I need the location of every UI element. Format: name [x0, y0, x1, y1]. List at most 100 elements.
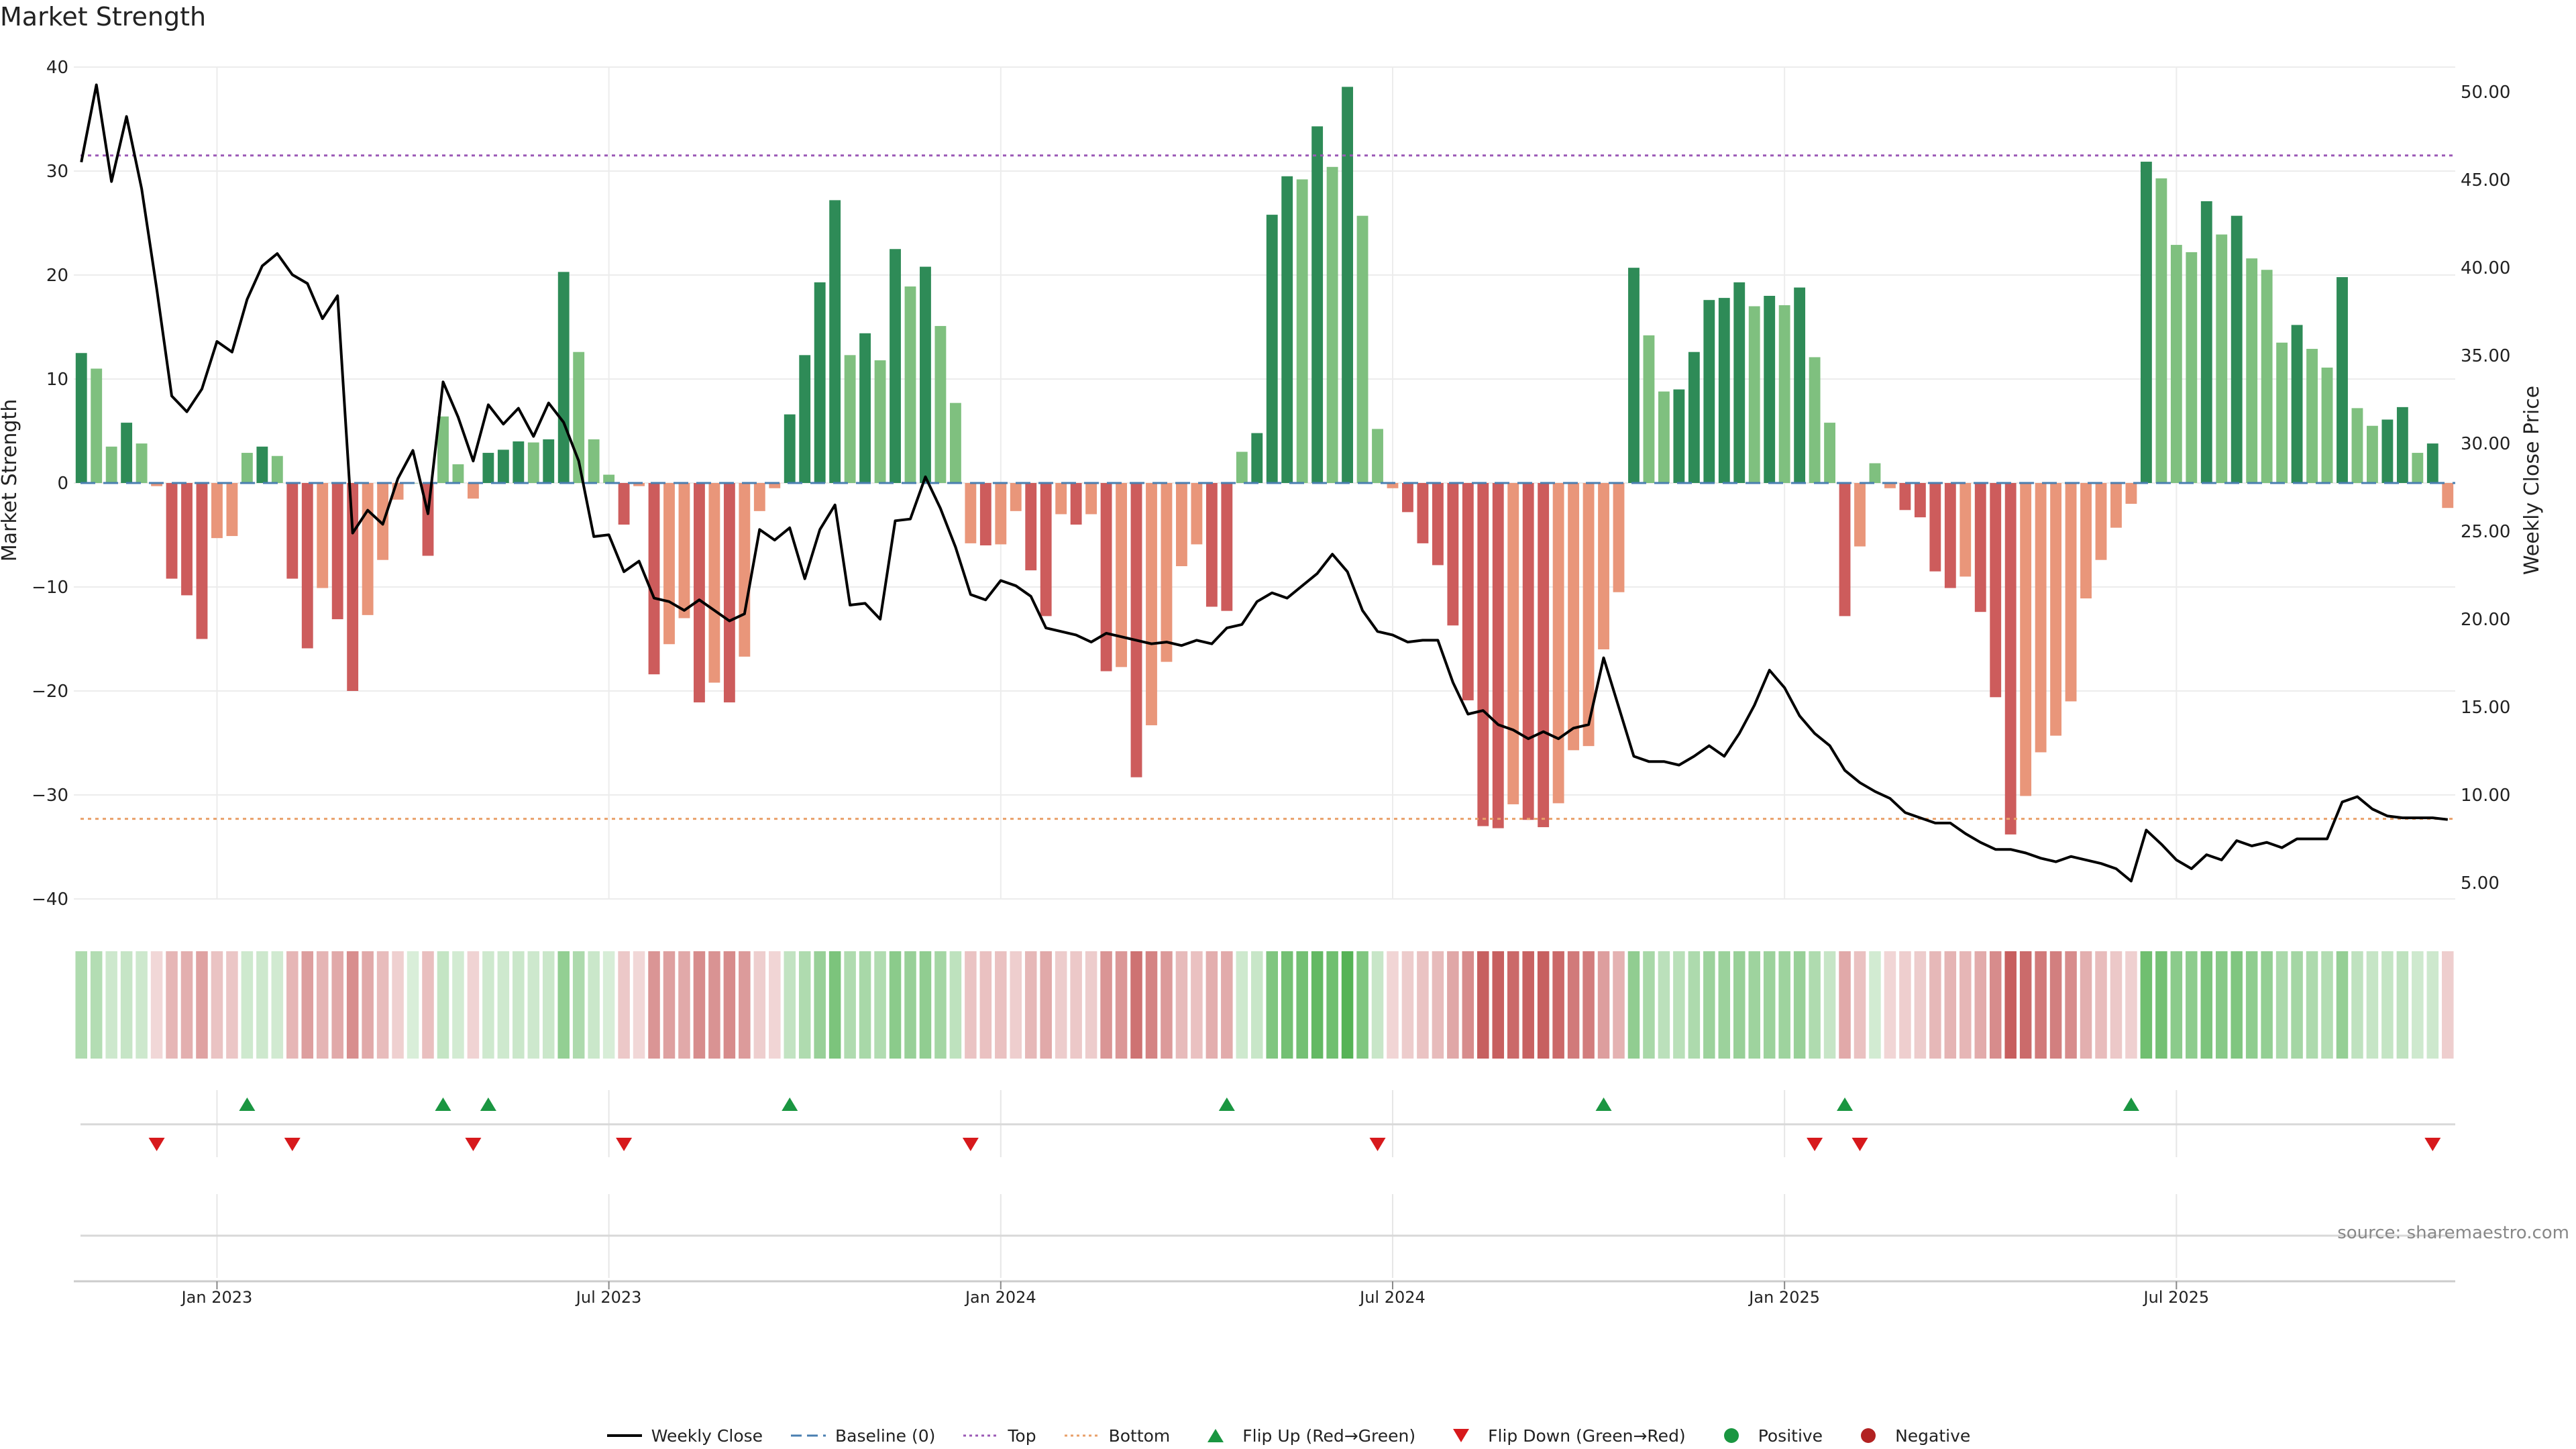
- heat-cell: [2231, 951, 2243, 1059]
- heat-cell: [105, 951, 117, 1059]
- heat-cell: [1673, 951, 1685, 1059]
- flip-up-marker: [1837, 1097, 1854, 1111]
- strength-bar: [2110, 483, 2122, 528]
- dot-icon: [1861, 1428, 1876, 1443]
- heat-cell: [1401, 951, 1414, 1059]
- heat-cell: [1130, 951, 1142, 1059]
- strength-bar: [331, 483, 343, 620]
- heat-cell: [1854, 951, 1866, 1059]
- heat-cell: [2261, 951, 2273, 1059]
- heat-cell: [1884, 951, 1896, 1059]
- heat-cell: [1703, 951, 1715, 1059]
- legend-label: Negative: [1895, 1426, 1971, 1446]
- heat-cell: [693, 951, 706, 1059]
- flip-down-marker: [465, 1138, 482, 1151]
- legend-label: Weekly Close: [651, 1426, 763, 1446]
- heat-cell: [2426, 951, 2439, 1059]
- strength-bar: [1025, 483, 1037, 571]
- strength-bar: [527, 442, 539, 483]
- x-tick-label: Jul 2024: [1358, 1288, 1426, 1307]
- strength-bar: [1010, 483, 1022, 511]
- heat-cell: [1161, 951, 1173, 1059]
- strength-bar: [2125, 483, 2137, 504]
- heat-cell: [1778, 951, 1790, 1059]
- right-axis-title: Weekly Close Price: [2520, 386, 2544, 575]
- strength-bar: [829, 200, 841, 483]
- strength-bar: [1613, 483, 1625, 592]
- heat-cell: [1748, 951, 1760, 1059]
- heat-cell: [753, 951, 766, 1059]
- strength-bar: [2366, 425, 2378, 483]
- heat-cell: [1582, 951, 1595, 1059]
- strength-bar: [1628, 268, 1640, 483]
- flip-up-marker: [1218, 1097, 1235, 1111]
- heat-cell: [633, 951, 645, 1059]
- strength-bar: [739, 483, 751, 657]
- strength-bar: [1221, 483, 1233, 611]
- strength-bar: [2155, 178, 2167, 483]
- heat-cell: [452, 951, 464, 1059]
- heat-cell: [90, 951, 103, 1059]
- strength-bar: [1884, 483, 1896, 488]
- strength-bar: [166, 483, 178, 579]
- legend-label: Bottom: [1108, 1426, 1171, 1446]
- heat-cell: [739, 951, 751, 1059]
- strength-bar: [467, 483, 479, 499]
- strength-bar: [1130, 483, 1142, 777]
- heat-cell: [2080, 951, 2092, 1059]
- strength-bar: [678, 483, 690, 619]
- strength-bar: [1251, 433, 1263, 483]
- strength-bar: [2426, 443, 2438, 483]
- strength-bar: [2337, 277, 2348, 483]
- legend-item: Positive: [1713, 1426, 1823, 1446]
- heat-cell: [1024, 951, 1037, 1059]
- strength-bar: [452, 464, 464, 483]
- strength-bar: [1432, 483, 1444, 566]
- heat-cell: [1281, 951, 1293, 1059]
- heat-cell: [904, 951, 916, 1059]
- strength-bar: [437, 416, 449, 483]
- heat-cell: [889, 951, 902, 1059]
- legend-label: Top: [1008, 1426, 1036, 1446]
- heat-cell: [497, 951, 510, 1059]
- strength-bar: [2396, 407, 2408, 483]
- strength-bar: [2381, 419, 2394, 483]
- heat-cell: [2381, 951, 2394, 1059]
- heat-cell: [1597, 951, 1610, 1059]
- heat-cell: [256, 951, 268, 1059]
- heat-cell: [572, 951, 585, 1059]
- heat-cell: [1823, 951, 1836, 1059]
- strength-bar: [1718, 298, 1730, 483]
- strength-bar: [648, 483, 660, 675]
- strength-bar: [2442, 483, 2454, 508]
- heat-cell: [136, 951, 148, 1059]
- strength-bar: [694, 483, 705, 703]
- heat-cell: [422, 951, 434, 1059]
- strength-bar: [1552, 483, 1564, 804]
- strength-bar: [1100, 483, 1112, 672]
- strength-bar: [708, 483, 720, 683]
- flip-up-marker: [782, 1097, 798, 1111]
- strength-bar: [2186, 252, 2198, 483]
- heat-cell: [784, 951, 796, 1059]
- strength-bar: [1568, 483, 1580, 751]
- heat-cell: [2186, 951, 2198, 1059]
- triangle-up-icon: [1208, 1429, 1224, 1442]
- dot-icon: [1723, 1428, 1739, 1443]
- strength-bar: [1944, 483, 1956, 588]
- right-tick-label: 5.00: [2461, 873, 2500, 894]
- strength-bar: [1372, 429, 1383, 483]
- strength-bar: [2216, 234, 2228, 483]
- heat-cell: [407, 951, 419, 1059]
- strength-bar: [1854, 483, 1866, 547]
- strength-bar: [543, 439, 555, 483]
- strength-bar: [196, 483, 208, 639]
- right-tick-label: 20.00: [2461, 610, 2510, 630]
- strength-bar: [1643, 335, 1655, 483]
- legend-item: Weekly Close: [606, 1426, 763, 1446]
- heat-cell: [1326, 951, 1338, 1059]
- heat-cell: [1100, 951, 1112, 1059]
- heat-cell: [678, 951, 690, 1059]
- strength-bar: [497, 449, 509, 483]
- strength-bar: [347, 483, 359, 691]
